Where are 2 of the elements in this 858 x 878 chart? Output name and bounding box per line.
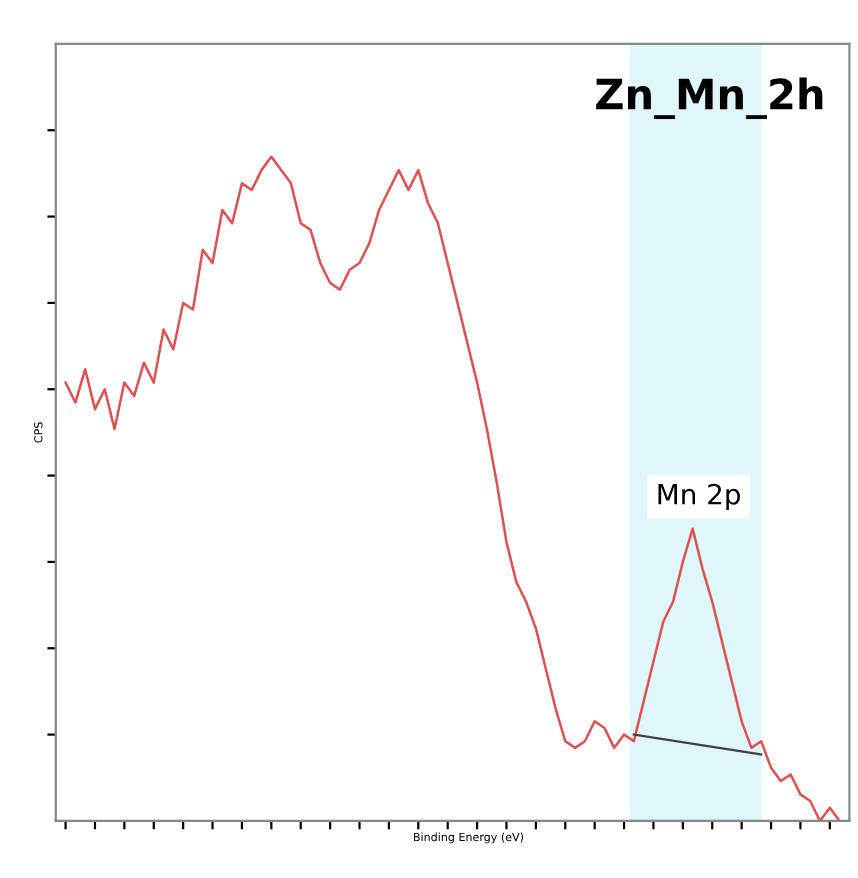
chart-title: Zn_Mn_2h — [596, 77, 823, 120]
annotation: Mn 2p — [658, 483, 740, 511]
